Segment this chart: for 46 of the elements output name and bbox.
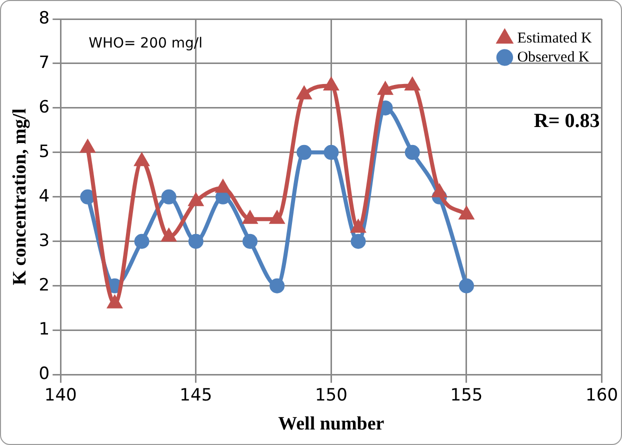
y-tick-label: 4: [38, 186, 50, 206]
y-tick-label: 1: [38, 320, 50, 340]
point: [296, 144, 312, 160]
point: [378, 82, 392, 95]
x-tick-label: 155: [450, 385, 483, 406]
point: [242, 234, 258, 249]
point: [134, 234, 150, 249]
x-tick-label: 145: [180, 385, 212, 406]
y-tick-label: 0: [38, 364, 50, 384]
point: [135, 154, 149, 166]
legend-label: Estimated K: [517, 30, 592, 46]
y-tick-label: 3: [38, 230, 50, 251]
annotation: R= 0.83: [534, 110, 600, 132]
point: [458, 278, 474, 294]
y-tick-label: 5: [38, 142, 50, 162]
y-tick-label: 7: [38, 52, 50, 73]
point: [80, 140, 94, 153]
point: [270, 212, 284, 224]
annotation: WHO= 200 mg/l: [88, 36, 202, 52]
point: [270, 278, 285, 294]
point: [188, 234, 204, 249]
point: [80, 189, 96, 204]
point: [432, 184, 446, 198]
point: [161, 189, 176, 204]
point: [460, 207, 474, 220]
y-tick-label: 6: [38, 97, 50, 118]
point: [297, 87, 311, 100]
x-tick-label: 150: [314, 385, 348, 406]
point: [324, 78, 338, 90]
point: [162, 229, 176, 242]
x-axis-title: Well number: [278, 414, 385, 435]
point: [108, 296, 122, 308]
point: [189, 194, 203, 206]
legend-label: Observed K: [517, 49, 590, 66]
y-axis-title: K concentration, mg/l: [9, 108, 30, 286]
point: [350, 234, 366, 249]
x-tick-label: 160: [586, 385, 618, 406]
y-tick-label: 8: [38, 8, 50, 28]
x-tick-label: 140: [44, 385, 77, 406]
point: [216, 180, 230, 193]
point: [406, 78, 420, 90]
point: [404, 144, 420, 160]
y-tick-label: 2: [38, 275, 50, 296]
point: [324, 144, 339, 160]
point: [351, 220, 366, 233]
point: [243, 212, 257, 224]
